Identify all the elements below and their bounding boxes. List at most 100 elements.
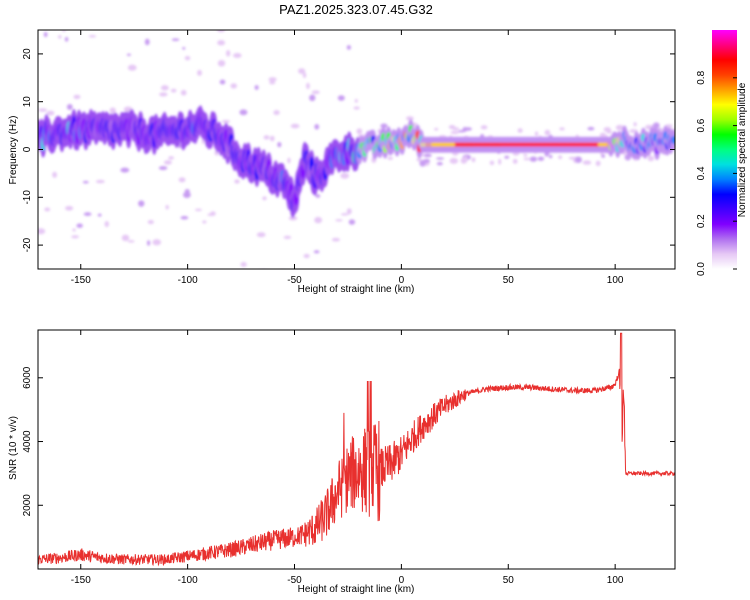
spectrogram-cell [480,142,484,147]
spectrogram-cell [512,142,516,147]
spectrogram-noise-cell [517,128,523,133]
spectrogram-noise-cell [210,211,216,216]
spectrogram-noise-cell [234,179,240,184]
spectrogram-x-ticks: -150 -100 -50 0 50 100 [71,30,624,286]
spectrogram-cell [572,142,576,147]
spectrogram-cell [561,142,565,147]
spectrogram-cell [499,142,503,147]
spectrogram-noise-cell [315,194,321,198]
spectrogram-cell [491,142,495,147]
spectrogram-cell [548,142,552,147]
snr-y-tick-label: 6000 [22,366,33,389]
spectrogram-cell [452,142,456,147]
spectrogram-noise-cell [202,220,207,224]
spectrogram-noise-cell [568,156,577,160]
spectrogram-noise-cell [537,156,545,161]
spectrogram-noise-cell [259,270,268,273]
spectrogram-noise-cell [317,272,326,276]
spectrogram-cell [495,142,499,147]
colorbar-label: Normalized spectral amplitude [737,82,748,217]
spectrogram-noise-cell [254,85,259,90]
spectrogram-cell [476,142,480,147]
spectrogram-noise-cell [138,200,145,207]
spectrogram-x-tick-label: -50 [287,275,302,286]
spectrogram-noise-cell [548,154,553,159]
colorbar-tick-label: 0.0 [696,262,707,276]
spectrogram-noise-cell [46,110,55,116]
spectrogram-cell [591,142,595,147]
spectrogram-noise-cell [219,79,226,85]
spectrogram-cell [580,142,584,147]
spectrogram-cell [598,142,602,147]
spectrogram-cell [437,142,441,147]
spectrogram-cell [544,142,548,147]
spectrogram-noise-cell [436,157,445,160]
spectrogram-cell [467,142,471,147]
spectrogram-heatmap [38,30,675,276]
spectrogram-noise-cell [82,180,89,184]
spectrogram-noise-cell [460,157,467,164]
spectrogram-noise-cell [633,122,637,127]
spectrogram-noise-cell [194,208,202,212]
snr-x-tick-label: -150 [71,575,91,586]
spectrogram-noise-cell [268,77,277,82]
spectrogram-cell [555,142,559,147]
spectrogram-noise-cell [109,107,116,114]
spectrogram-noise-cell [180,215,189,220]
spectrogram-cell [593,142,597,147]
colorbar-tick-label: 0.6 [696,118,707,132]
spectrogram-noise-cell [498,158,502,165]
spectrogram-noise-cell [288,216,298,221]
spectrogram-y-tick-label: 10 [22,96,33,108]
snr-x-tick-label: -50 [287,575,302,586]
spectrogram-cell [557,142,561,147]
spectrogram-cell [671,135,675,145]
spectrogram-y-tick-label: 0 [22,146,33,152]
snr-panel: -150 -100 -50 0 50 100 2000 4000 6000 Height of… [8,329,676,595]
spectrogram-noise-cell [269,80,276,85]
spectrogram-cell [589,142,593,147]
spectrogram-cell [489,142,493,147]
spectrogram-cell [565,142,569,147]
spectrogram-noise-cell [309,94,316,102]
colorbar-tick-label: 0.8 [696,70,707,84]
spectrogram-cell [506,142,510,147]
spectrogram-noise-cell [302,72,307,79]
spectrogram-y-ticks: -20 -10 0 10 20 [22,48,675,252]
spectrogram-noise-cell [239,109,248,116]
spectrogram-noise-cell [348,219,356,225]
spectrogram-noise-cell [529,156,538,162]
spectrogram-cell [439,142,443,147]
spectrogram-cell [516,142,520,147]
spectrogram-cell [435,142,439,147]
spectrogram-cell [444,142,448,147]
spectrogram-cell [469,142,473,147]
snr-x-tick-label: 50 [503,575,515,586]
spectrogram-cell [600,142,604,147]
spectrogram-cell [525,142,529,147]
spectrogram-cell [578,142,582,147]
spectrogram-noise-cell [559,127,565,131]
spectrogram-noise-cell [298,68,306,74]
spectrogram-cell [568,142,572,147]
spectrogram-noise-cell [346,208,352,215]
spectrogram-cell [551,142,555,147]
spectrogram-noise-cell [262,196,267,201]
spectrogram-cell [486,142,490,147]
spectrogram-noise-cell [83,212,92,216]
snr-x-label: Height of straight line (km) [298,584,415,595]
spectrogram-cell [546,142,550,147]
spectrogram-noise-cell [182,47,186,50]
colorbar-tick-label: 0.2 [696,214,707,228]
spectrogram-noise-cell [423,153,432,158]
spectrogram-cell [602,142,606,147]
spectrogram-noise-cell [544,129,551,136]
spectrogram-noise-cell [606,130,613,134]
spectrogram-cell [529,142,533,147]
spectrogram-cell [503,142,507,147]
spectrogram-noise-cell [163,160,172,165]
spectrogram-noise-cell [171,38,180,41]
spectrogram-noise-cell [353,106,360,110]
spectrogram-x-tick-label: -150 [71,275,91,286]
spectrogram-cell [459,142,463,147]
